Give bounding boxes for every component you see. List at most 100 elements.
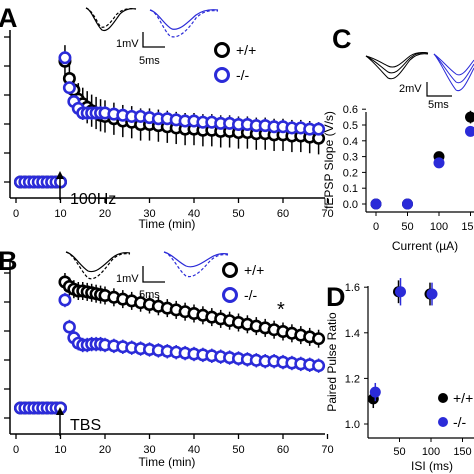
panel-b-trace-baseline-ko xyxy=(163,251,229,268)
x-tick-label: 0 xyxy=(13,208,19,220)
panel-b-trace-post-wt xyxy=(65,251,131,280)
y-tick-label: 0.1 xyxy=(343,183,358,195)
panel-d-y-ticks: 1.0 1.2 1.4 1.6 xyxy=(345,282,368,431)
panel-c-trace-ko-3 xyxy=(433,53,474,92)
panel-d-x-ticks: 50 100 150 xyxy=(393,438,472,458)
panel-c-x-ticks: 050100150200 xyxy=(373,212,474,233)
panel-b-stim-arrowhead xyxy=(56,407,64,415)
panel-d-axes xyxy=(367,286,474,439)
panel-a-axes xyxy=(9,30,325,199)
panel-c-scale-bar xyxy=(426,82,452,97)
x-tick-label: 70 xyxy=(321,208,333,220)
x-tick-label: 0 xyxy=(373,221,379,233)
panel-a-x-ticks: 0 10 20 30 40 50 60 70 xyxy=(4,36,334,220)
y-tick-label: 0.5 xyxy=(343,120,358,132)
panel-b-legend-wt-label: +/+ xyxy=(244,262,264,278)
panel-b-significance-mark: * xyxy=(277,299,285,321)
panel-c-scale-mv: 2mV xyxy=(399,83,422,95)
panel-a-trace-baseline-wt xyxy=(85,7,137,32)
panel-a-trace-post-wt xyxy=(85,7,137,28)
x-tick-label: 30 xyxy=(143,444,155,456)
panel-d-letter: D xyxy=(326,282,346,312)
data-point xyxy=(426,288,438,300)
panel-c-trace-wt-1 xyxy=(365,51,429,68)
x-tick-label: 10 xyxy=(54,444,66,456)
panel-b-letter: B xyxy=(0,246,18,276)
x-tick-label: 50 xyxy=(232,208,244,220)
panel-b-trace-post-ko xyxy=(163,251,229,278)
x-tick-label: 50 xyxy=(393,446,405,458)
panel-a-scale-mv: 1mV xyxy=(116,38,139,50)
panel-c-scale-ms: 5ms xyxy=(428,99,449,111)
panel-c-trace-wt-2 xyxy=(365,52,429,74)
data-point xyxy=(58,51,72,65)
panel-b-scale-mv: 1mV xyxy=(116,273,139,285)
data-point xyxy=(465,111,474,123)
panel-c-trace-wt-3 xyxy=(365,53,429,80)
data-point xyxy=(465,125,474,137)
data-point xyxy=(433,157,445,169)
y-tick-label: 0.6 xyxy=(343,104,358,116)
panel-a-marks xyxy=(13,45,326,189)
panel-b: B 0 10 20 30 40 50 60 70 Time (min) TBS * +/+ -… xyxy=(0,246,334,469)
panel-c-x-label: Current (µA) xyxy=(392,239,458,253)
panel-a-x-label: Time (min) xyxy=(139,217,196,231)
panel-d: D 50 100 150 1.0 1.2 1.4 1.6 ISI (ms) Paired … xyxy=(325,278,474,473)
x-tick-label: 50 xyxy=(401,221,413,233)
x-tick-label: 100 xyxy=(422,446,440,458)
x-tick-label: 0 xyxy=(13,444,19,456)
x-tick-label: 10 xyxy=(54,208,66,220)
panel-a-trace-baseline-ko xyxy=(149,9,219,30)
panel-d-legend-ko-marker xyxy=(438,417,448,427)
x-tick-label: 60 xyxy=(277,444,289,456)
data-point xyxy=(312,122,326,136)
x-tick-label: 60 xyxy=(277,208,289,220)
panel-b-stim-label: TBS xyxy=(70,417,101,434)
panel-b-x-ticks: 0 10 20 30 40 50 60 70 xyxy=(4,272,334,456)
panel-b-inset-traces: 1mV 5ms xyxy=(65,251,229,301)
x-tick-label: 20 xyxy=(99,444,111,456)
data-point xyxy=(312,332,326,346)
y-tick-label: 1.2 xyxy=(345,373,360,385)
data-point xyxy=(395,286,406,298)
y-tick-label: 0.2 xyxy=(343,167,358,179)
panel-b-legend: +/+ -/- xyxy=(222,262,264,303)
data-point xyxy=(370,198,382,210)
panel-b-legend-wt-marker xyxy=(222,262,238,278)
panel-d-legend-wt-label: +/+ xyxy=(453,390,473,406)
x-tick-label: 40 xyxy=(188,444,200,456)
x-tick-label: 50 xyxy=(232,444,244,456)
panel-d-legend-ko-label: -/- xyxy=(453,414,467,430)
panel-a-legend-wt-marker xyxy=(214,42,230,58)
panel-b-marks xyxy=(13,273,326,415)
panel-b-legend-ko-label: -/- xyxy=(244,287,258,303)
data-point xyxy=(369,386,381,398)
panel-b-scale-ms: 5ms xyxy=(139,289,160,301)
panel-b-scale-bar xyxy=(142,266,165,283)
x-tick-label: 150 xyxy=(461,221,474,233)
panel-a-stim-arrowhead xyxy=(56,171,64,179)
panel-b-trace-baseline-wt xyxy=(65,251,131,273)
y-tick-label: 0.3 xyxy=(343,152,358,164)
panel-c-trace-ko-1 xyxy=(433,53,474,76)
panel-a-scale-ms: 5ms xyxy=(139,55,160,67)
panel-c-y-ticks: 0.0 0.1 0.2 0.3 0.4 0.5 0.6 xyxy=(343,104,366,211)
panel-c-y-label: fEPSP Slope (V/s) xyxy=(322,111,336,209)
panel-c-inset-traces: 2mV 5ms xyxy=(365,51,474,111)
y-tick-label: 1.6 xyxy=(345,282,360,294)
panel-a-letter: A xyxy=(0,3,18,33)
y-tick-label: 1.4 xyxy=(345,328,360,340)
data-point xyxy=(402,198,413,210)
data-point xyxy=(62,81,76,95)
panel-a-inset-traces: 1mV 5ms xyxy=(85,7,219,67)
panel-b-axes xyxy=(9,262,325,435)
panel-d-legend: +/+ -/- xyxy=(438,390,473,430)
panel-c: C 050100150200 0.00.10.20.30.40.50.6 Cur… xyxy=(322,24,474,253)
panel-a-legend: +/+ -/- xyxy=(214,42,256,83)
y-tick-label: 1.0 xyxy=(345,419,360,431)
y-tick-label: 0.4 xyxy=(343,136,358,148)
panel-a-trace-post-ko xyxy=(149,9,219,38)
panel-c-letter: C xyxy=(332,24,352,54)
panel-a-scale-bar xyxy=(142,32,165,48)
